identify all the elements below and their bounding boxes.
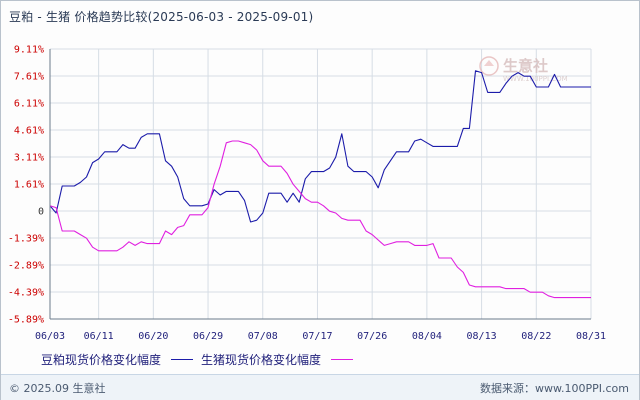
x-tick-label-7: 08/04 — [412, 331, 442, 342]
x-tick-label-8: 08/13 — [467, 331, 497, 342]
watermark-logo-ring — [479, 56, 499, 76]
y-tick-label-4: 3.11% — [14, 153, 44, 164]
y-tick-label-9: -4.39% — [8, 288, 44, 299]
x-tick-label-1: 06/11 — [84, 331, 114, 342]
y-tick-label-10: -5.89% — [8, 315, 44, 326]
x-tick-label-9: 08/22 — [521, 331, 551, 342]
legend-item-hog: 生猪现货价格变化幅度 — [201, 351, 354, 367]
footer-copyright: © 2025.09 生意社 — [9, 382, 106, 395]
series-line-0 — [49, 70, 591, 223]
y-tick-label-1: 7.61% — [14, 72, 44, 83]
x-tick-label-0: 06/03 — [35, 331, 65, 342]
watermark-logo-mark — [484, 60, 494, 66]
chart-title: 豆粕 - 生猪 价格趋势比较(2025-06-03 - 2025-09-01) — [9, 10, 314, 24]
series-line-1 — [49, 140, 591, 299]
watermark-subtext: WWW.100PPI.COM — [503, 75, 568, 83]
y-tick-label-2: 6.11% — [14, 99, 44, 110]
watermark-logo-icon — [479, 56, 499, 76]
y-tick-label-7: -1.39% — [8, 234, 44, 245]
x-tick-label-4: 07/08 — [248, 331, 278, 342]
x-tick-label-5: 07/17 — [302, 331, 332, 342]
y-tick-label-0: 9.11% — [14, 45, 44, 56]
legend-swatch-soymeal — [171, 358, 194, 360]
watermark-text: 生意社 — [503, 57, 548, 75]
x-tick-label-3: 06/29 — [193, 331, 223, 342]
footer-website-link[interactable]: 数据来源：www.100PPI.com — [480, 382, 629, 395]
legend-swatch-hog — [331, 358, 354, 360]
legend-label-hog: 生猪现货价格变化幅度 — [201, 352, 322, 367]
x-tick-label-2: 06/20 — [138, 331, 168, 342]
y-tick-label-3: 4.61% — [14, 126, 44, 137]
y-tick-label-6: 0 — [38, 207, 44, 218]
x-tick-label-10: 08/31 — [576, 331, 606, 342]
x-tick-label-6: 07/26 — [357, 331, 387, 342]
legend-label-soymeal: 豆粕现货价格变化幅度 — [41, 352, 162, 367]
legend-item-soymeal: 豆粕现货价格变化幅度 — [41, 351, 194, 367]
y-tick-label-8: -2.89% — [8, 261, 44, 272]
y-tick-label-5: 1.61% — [14, 180, 44, 191]
footer: © 2025.09 生意社 数据来源：www.100PPI.com — [1, 374, 639, 400]
